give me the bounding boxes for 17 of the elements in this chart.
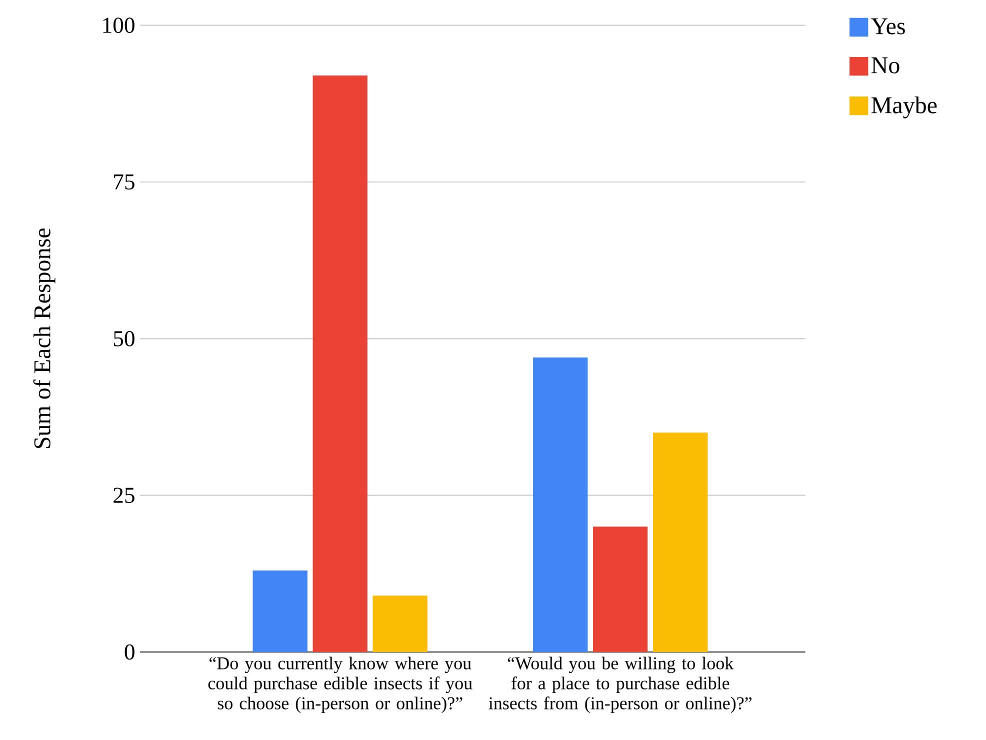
bar — [593, 526, 648, 652]
y-tick-label: 50 — [114, 331, 134, 346]
bar — [252, 570, 308, 652]
legend-label: No — [872, 57, 900, 74]
bar — [372, 596, 428, 652]
bar — [533, 357, 588, 652]
y-tick-label: 0 — [124, 644, 134, 660]
y-tick-label: 75 — [114, 174, 134, 190]
y-tick-label: 25 — [114, 488, 134, 503]
x-tick-label: “Would you be willing to look for a place to purchase edible insects from (in-person or online)?” — [488, 656, 752, 714]
bar — [312, 75, 368, 652]
y-axis-title: Sum of Each Response — [33, 228, 56, 448]
bar — [653, 432, 708, 652]
legend-label: Maybe — [872, 96, 937, 118]
x-tick-label: “Do you currently know where you could purchase edible insects if you so choose (in-person or online)?” — [208, 656, 472, 714]
legend-label: Yes — [871, 18, 905, 34]
y-tick-label: 100 — [103, 18, 134, 33]
